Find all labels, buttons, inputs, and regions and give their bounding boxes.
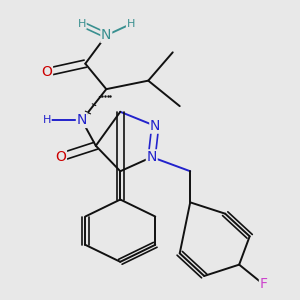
Text: O: O [41,65,52,79]
Text: F: F [260,278,268,292]
Text: N: N [76,113,87,127]
Text: H: H [78,19,86,29]
Text: N: N [147,150,157,164]
Text: N: N [150,119,160,133]
Text: O: O [56,150,66,164]
Text: H: H [43,115,51,125]
Text: N: N [101,28,112,42]
Text: H: H [127,19,135,29]
